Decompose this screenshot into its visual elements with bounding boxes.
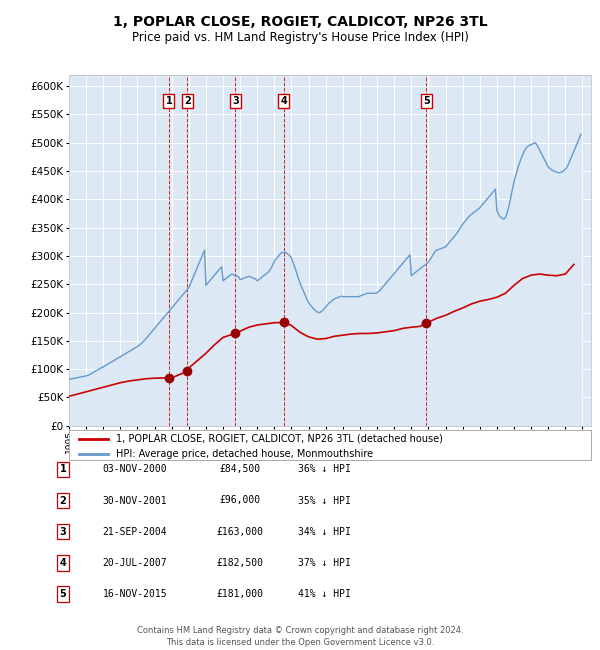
- Text: 5: 5: [59, 589, 67, 599]
- Text: 1: 1: [59, 464, 67, 474]
- Text: 3: 3: [59, 526, 67, 537]
- Text: £96,000: £96,000: [220, 495, 260, 506]
- Text: 4: 4: [59, 558, 67, 568]
- Text: 1: 1: [166, 96, 172, 106]
- Text: 4: 4: [280, 96, 287, 106]
- Text: HPI: Average price, detached house, Monmouthshire: HPI: Average price, detached house, Monm…: [116, 448, 373, 459]
- Text: Price paid vs. HM Land Registry's House Price Index (HPI): Price paid vs. HM Land Registry's House …: [131, 31, 469, 44]
- Text: 5: 5: [423, 96, 430, 106]
- Text: £163,000: £163,000: [217, 526, 263, 537]
- Text: £181,000: £181,000: [217, 589, 263, 599]
- Text: 1, POPLAR CLOSE, ROGIET, CALDICOT, NP26 3TL (detached house): 1, POPLAR CLOSE, ROGIET, CALDICOT, NP26 …: [116, 434, 443, 444]
- Text: 41% ↓ HPI: 41% ↓ HPI: [298, 589, 350, 599]
- Text: 30-NOV-2001: 30-NOV-2001: [103, 495, 167, 506]
- Text: 16-NOV-2015: 16-NOV-2015: [103, 589, 167, 599]
- Text: 1, POPLAR CLOSE, ROGIET, CALDICOT, NP26 3TL: 1, POPLAR CLOSE, ROGIET, CALDICOT, NP26 …: [113, 15, 487, 29]
- Text: £84,500: £84,500: [220, 464, 260, 474]
- Text: £182,500: £182,500: [217, 558, 263, 568]
- Text: 2: 2: [184, 96, 191, 106]
- Text: 03-NOV-2000: 03-NOV-2000: [103, 464, 167, 474]
- Text: 20-JUL-2007: 20-JUL-2007: [103, 558, 167, 568]
- Text: 36% ↓ HPI: 36% ↓ HPI: [298, 464, 350, 474]
- Text: 3: 3: [232, 96, 239, 106]
- Text: This data is licensed under the Open Government Licence v3.0.: This data is licensed under the Open Gov…: [166, 638, 434, 647]
- Text: 2: 2: [59, 495, 67, 506]
- Text: 34% ↓ HPI: 34% ↓ HPI: [298, 526, 350, 537]
- Text: 21-SEP-2004: 21-SEP-2004: [103, 526, 167, 537]
- Text: Contains HM Land Registry data © Crown copyright and database right 2024.: Contains HM Land Registry data © Crown c…: [137, 626, 463, 635]
- Text: 37% ↓ HPI: 37% ↓ HPI: [298, 558, 350, 568]
- Text: 35% ↓ HPI: 35% ↓ HPI: [298, 495, 350, 506]
